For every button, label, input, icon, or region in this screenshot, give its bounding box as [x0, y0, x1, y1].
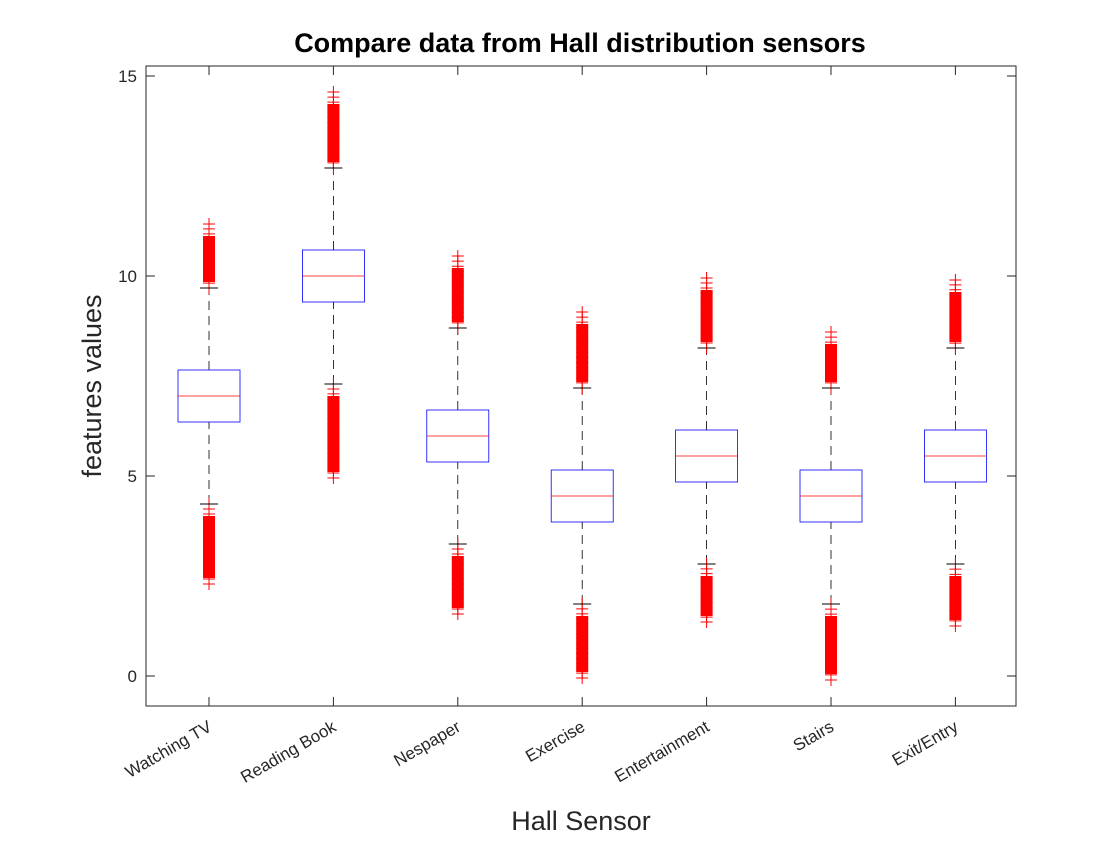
- outliers-high: [949, 274, 962, 354]
- outliers-low: [576, 598, 589, 684]
- outlier-marker: [825, 674, 837, 686]
- outliers-high: [451, 250, 464, 334]
- chart-title: Compare data from Hall distribution sens…: [294, 28, 866, 58]
- outliers-high: [203, 218, 215, 294]
- outliers-low: [327, 378, 340, 484]
- box-group: [550, 306, 614, 684]
- y-tick-label: 15: [118, 67, 137, 86]
- y-tick-label: 5: [128, 467, 137, 486]
- outliers-low: [203, 498, 215, 590]
- box-group: [177, 218, 241, 590]
- outliers-high: [327, 86, 340, 174]
- y-tick-label: 0: [128, 667, 137, 686]
- outliers-high: [700, 272, 713, 354]
- outlier-marker: [327, 472, 340, 484]
- outlier-marker: [576, 672, 589, 684]
- outliers-high: [576, 306, 589, 394]
- box-group: [426, 250, 490, 620]
- outliers-low: [700, 558, 713, 628]
- outlier-marker: [203, 578, 215, 590]
- box-group: [301, 86, 365, 484]
- box-group: [924, 274, 987, 632]
- y-axis-label: features values: [77, 294, 107, 477]
- y-tick-label: 10: [118, 267, 137, 286]
- box-group: [675, 272, 738, 628]
- chart-marks: [177, 86, 987, 686]
- y-axis: 0 5 10 15: [118, 67, 1016, 686]
- outlier-marker: [451, 608, 464, 620]
- x-axis-label: Hall Sensor: [511, 806, 651, 836]
- outliers-low: [949, 558, 962, 632]
- outlier-marker: [700, 616, 713, 628]
- outliers-low: [451, 538, 464, 620]
- plot-area: [145, 65, 1017, 707]
- outlier-marker: [949, 620, 962, 632]
- box-group: [799, 326, 863, 686]
